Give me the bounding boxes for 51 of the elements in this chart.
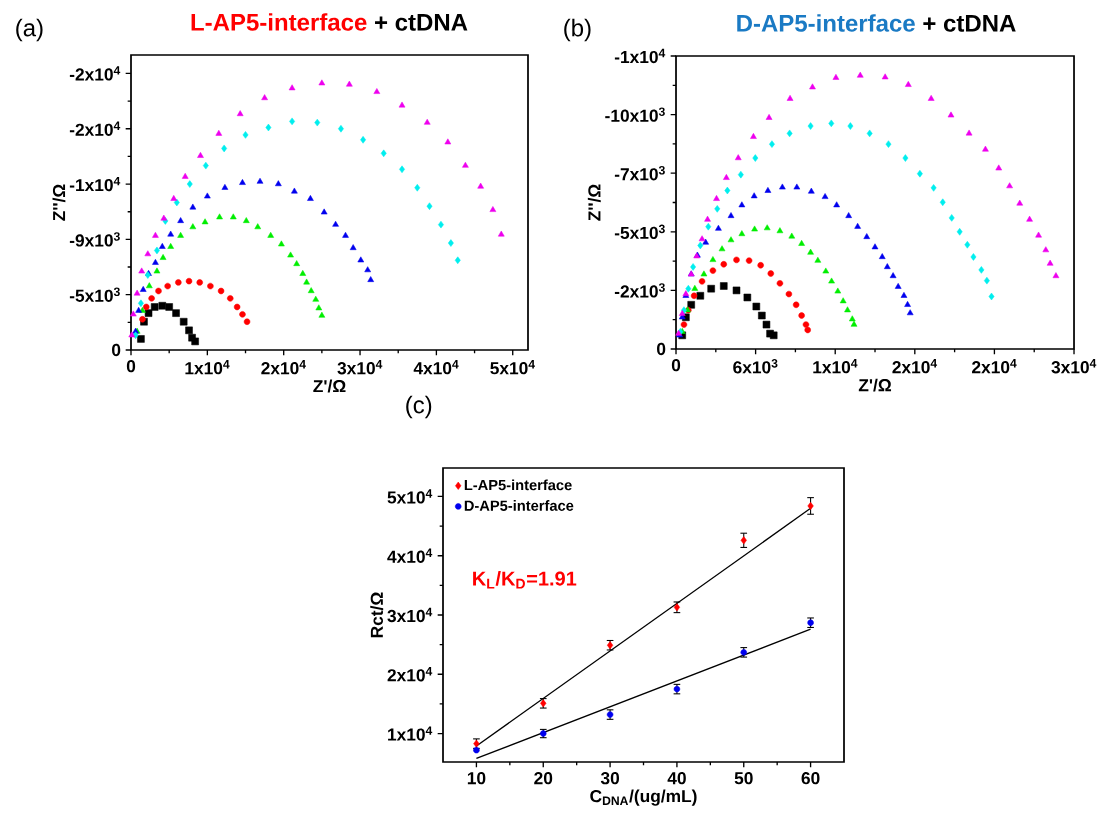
x-tick-label: 30 xyxy=(600,772,620,785)
y-tick-label: -5x10$^{3}$ xyxy=(614,224,665,240)
x-tick-label: 6x10$^{3}$ xyxy=(733,359,778,374)
y-tick-label: -10x10$^{3}$ xyxy=(605,107,665,122)
y-tick-label: -2x10$^{3}$ xyxy=(614,283,665,298)
annotation: K$_{L}$/K$_{D}$=1.91 xyxy=(473,570,577,589)
x-axis-title: Z'/Ω xyxy=(858,378,892,392)
legend-label: D-AP5-interface xyxy=(464,500,574,511)
y-tick-label: -2x10$^{4}$ xyxy=(69,66,121,81)
x-tick-label: 20 xyxy=(534,772,553,785)
x-tick-label: 60 xyxy=(801,772,820,785)
x-tick-label: 1x10$^{4}$ xyxy=(185,360,230,375)
y-tick-label: -2x10$^{4}$ xyxy=(69,121,121,136)
y-tick-label: -1x10$^{4}$ xyxy=(614,48,666,64)
chart-subtitle: + ctDNA xyxy=(923,15,1016,32)
y-tick-label: -1x10$^{4}$ xyxy=(69,176,121,192)
x-axis-title: Z'/Ω xyxy=(313,379,346,393)
x-axis-title: C$_{DNA}$/(ug/mL) xyxy=(590,789,697,806)
y-tick-label: -9x10$^{3}$ xyxy=(69,232,120,247)
y-tick-label: 1x10$^{4}$ xyxy=(388,726,433,741)
y-tick-label: -5x10$^{3}$ xyxy=(69,287,120,302)
chart-subtitle: + ctDNA xyxy=(375,14,468,31)
y-tick-label: 4x10$^{4}$ xyxy=(387,548,433,563)
x-tick-label: 0 xyxy=(671,359,681,372)
y-tick-label: 0 xyxy=(657,342,666,356)
y-tick-label: 5x10$^{4}$ xyxy=(387,489,433,504)
x-tick-label: 2x10$^{4}$ xyxy=(972,359,1017,374)
x-tick-label: 1x10$^{4}$ xyxy=(813,359,858,374)
y-axis-title: Rct/Ω xyxy=(370,592,384,638)
y-tick-label: 0 xyxy=(112,343,121,357)
legend-label: L-AP5-interface xyxy=(464,479,572,491)
y-tick-label: -7x10$^{3}$ xyxy=(614,165,665,181)
x-tick-label: 10 xyxy=(467,772,486,785)
y-tick-label: 3x10$^{4}$ xyxy=(387,607,433,623)
x-tick-label: 50 xyxy=(734,772,753,785)
x-tick-label: 3x10$^{4}$ xyxy=(337,360,383,375)
text: (c) xyxy=(406,395,432,419)
x-tick-label: 40 xyxy=(667,772,686,785)
text: (a) xyxy=(16,18,43,42)
text: (b) xyxy=(564,18,591,42)
chart-title: D-AP5-interface xyxy=(737,14,915,32)
x-tick-label: 2x10$^{4}$ xyxy=(892,359,938,374)
y-tick-label: 2x10$^{4}$ xyxy=(387,667,433,682)
x-tick-label: 2x10$^{4}$ xyxy=(261,360,306,375)
y-axis-title: Z''/Ω xyxy=(52,184,66,221)
x-tick-label: 4x10$^{4}$ xyxy=(413,360,459,375)
x-tick-label: 3x10$^{4}$ xyxy=(1051,359,1097,374)
x-tick-label: 5x10$^{4}$ xyxy=(490,360,535,375)
chart-title: L-AP5-interface xyxy=(191,13,367,31)
x-tick-label: 0 xyxy=(126,360,136,373)
y-axis-title: Z''/Ω xyxy=(587,184,601,221)
